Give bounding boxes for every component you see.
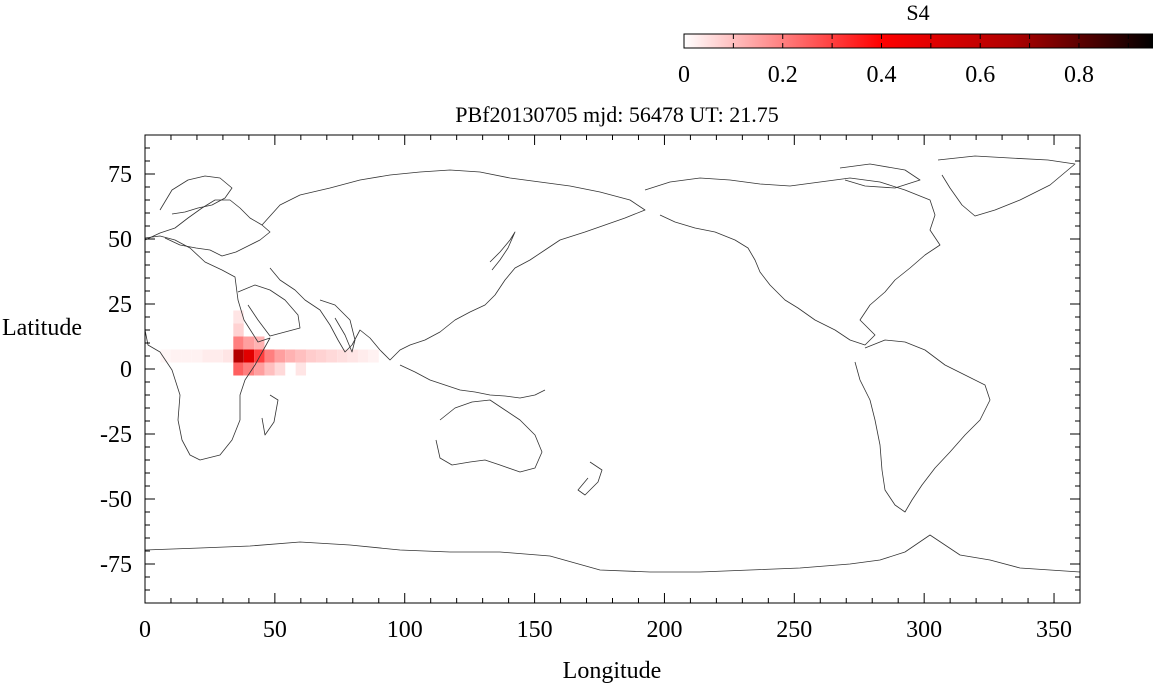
s4-cell	[233, 323, 244, 337]
x-tick-label: 250	[776, 617, 812, 643]
s4-cell	[160, 349, 171, 363]
colorbar-tick-label: 0.6	[965, 62, 995, 88]
s4-cell	[254, 362, 265, 376]
s4-cell	[316, 349, 327, 363]
s4-cell	[357, 349, 369, 363]
coastline-india	[319, 299, 356, 353]
coastline-indonesia	[399, 364, 546, 399]
s4-cell	[212, 349, 223, 363]
colorbar-tick-label: 0.2	[768, 62, 798, 88]
map-title: PBf20130705 mjd: 56478 UT: 21.75	[455, 102, 778, 127]
s4-cell	[347, 349, 358, 363]
s4-cell	[191, 349, 203, 363]
x-tick-label: 100	[387, 617, 423, 643]
colorbar-gradient	[683, 33, 1153, 49]
x-tick-label: 300	[906, 617, 942, 643]
s4-cell	[274, 362, 286, 376]
s4-cell	[233, 349, 244, 363]
coastline-new-zealand	[577, 461, 603, 496]
s4-cell	[181, 349, 192, 363]
coastline-antarctica	[144, 534, 1081, 573]
s4-cell	[202, 349, 213, 363]
x-tick-label: 150	[517, 617, 553, 643]
coastline-europe	[144, 199, 271, 257]
y-tick-label: 75	[108, 162, 132, 188]
coastline-greenland	[937, 155, 1076, 217]
x-tick-label: 350	[1036, 617, 1072, 643]
coastline-africa	[144, 235, 271, 461]
s4-cell	[233, 310, 244, 324]
coastline-north-america	[644, 177, 941, 346]
s4-cell	[368, 349, 379, 363]
x-tick-label: 200	[646, 617, 682, 643]
coastline-japan	[489, 231, 516, 271]
s4-heatmap-cells	[160, 310, 379, 376]
coastline-australia	[435, 399, 543, 473]
s4-cell	[295, 349, 307, 363]
y-tick-label: 0	[120, 357, 132, 383]
s4-cell	[274, 349, 286, 363]
coastline-scandinavia	[159, 175, 233, 215]
s4-cell	[264, 349, 275, 363]
y-tick-label: 25	[108, 292, 132, 318]
coastline-madagascar	[261, 394, 279, 436]
colorbar-tick-label: 0.4	[866, 62, 896, 88]
coastline-south-america	[854, 339, 991, 513]
y-tick-label: -75	[100, 552, 132, 578]
s4-cell	[285, 349, 296, 363]
s4-cell	[254, 349, 265, 363]
s4-cell	[243, 349, 255, 363]
y-axis-label: Latitude	[2, 315, 82, 341]
s4-cell	[222, 349, 234, 363]
s4-cell	[295, 362, 307, 376]
coastline-arabia	[237, 284, 301, 337]
coastline-asia	[261, 169, 646, 361]
y-tick-label: -25	[100, 422, 132, 448]
colorbar-label: S4	[906, 0, 929, 25]
s4-cell	[233, 336, 244, 350]
x-tick-label: 50	[263, 617, 287, 643]
s4-cell	[243, 362, 255, 376]
x-axis-label: Longitude	[563, 658, 662, 684]
s4-cell	[254, 336, 265, 350]
coastlines	[144, 155, 1081, 573]
colorbar-tick-label: 0	[678, 62, 690, 88]
s4-cell	[170, 349, 182, 363]
s4-cell	[326, 349, 338, 363]
s4-cell	[233, 362, 244, 376]
colorbar: S4 0 0.2 0.4 0.6 0.8	[678, 0, 1153, 88]
y-tick-label: -50	[100, 487, 132, 513]
s4-cell	[306, 349, 317, 363]
s4-cell	[243, 336, 255, 350]
x-tick-label: 0	[139, 617, 151, 643]
colorbar-tick-label: 0.8	[1064, 62, 1094, 88]
s4-cell	[264, 362, 275, 376]
s4-cell	[337, 349, 348, 363]
y-tick-label: 50	[108, 227, 132, 253]
coastline-arctic-islands	[839, 163, 921, 189]
